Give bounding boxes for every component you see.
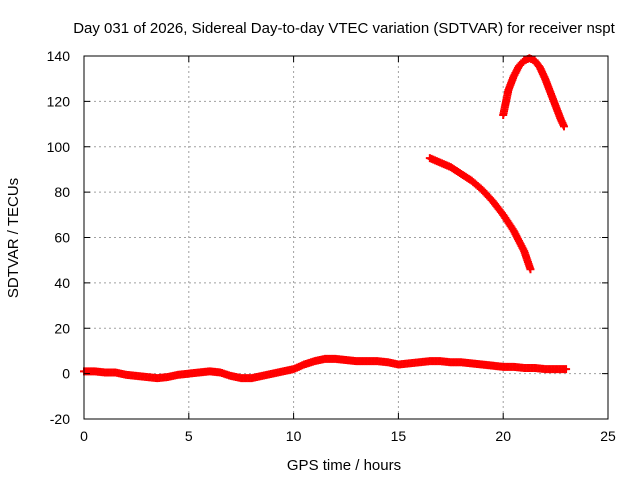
x-tick-label: 15 [391, 428, 407, 444]
y-tick-label: 20 [54, 320, 70, 336]
y-tick-label: 100 [47, 139, 71, 155]
y-tick-label: 140 [47, 48, 71, 64]
x-tick-label: 10 [286, 428, 302, 444]
chart-title: Day 031 of 2026, Sidereal Day-to-day VTE… [73, 20, 615, 37]
x-tick-label: 20 [495, 428, 511, 444]
y-tick-label: 0 [62, 366, 70, 382]
x-tick-label: 25 [600, 428, 616, 444]
data-point [526, 265, 535, 274]
y-tick-label: 80 [54, 184, 70, 200]
y-axis-label: SDTVAR / TECUs [5, 178, 22, 298]
axis-ticks: 0 5 10 15 20 25 -20 0 20 40 60 80 100 120 140 [47, 48, 616, 444]
x-axis-label: GPS time / hours [287, 457, 401, 474]
y-tick-label: 120 [47, 93, 71, 109]
x-tick-label: 5 [185, 428, 193, 444]
y-tick-label: 40 [54, 275, 70, 291]
y-tick-label: 60 [54, 230, 70, 246]
series-2 [425, 154, 535, 274]
series-1 [80, 354, 571, 383]
x-tick-label: 0 [80, 428, 88, 444]
data-series [80, 54, 571, 383]
series-3 [499, 54, 568, 131]
y-tick-label: -20 [50, 411, 70, 427]
data-point [559, 122, 568, 131]
data-point [562, 365, 571, 374]
